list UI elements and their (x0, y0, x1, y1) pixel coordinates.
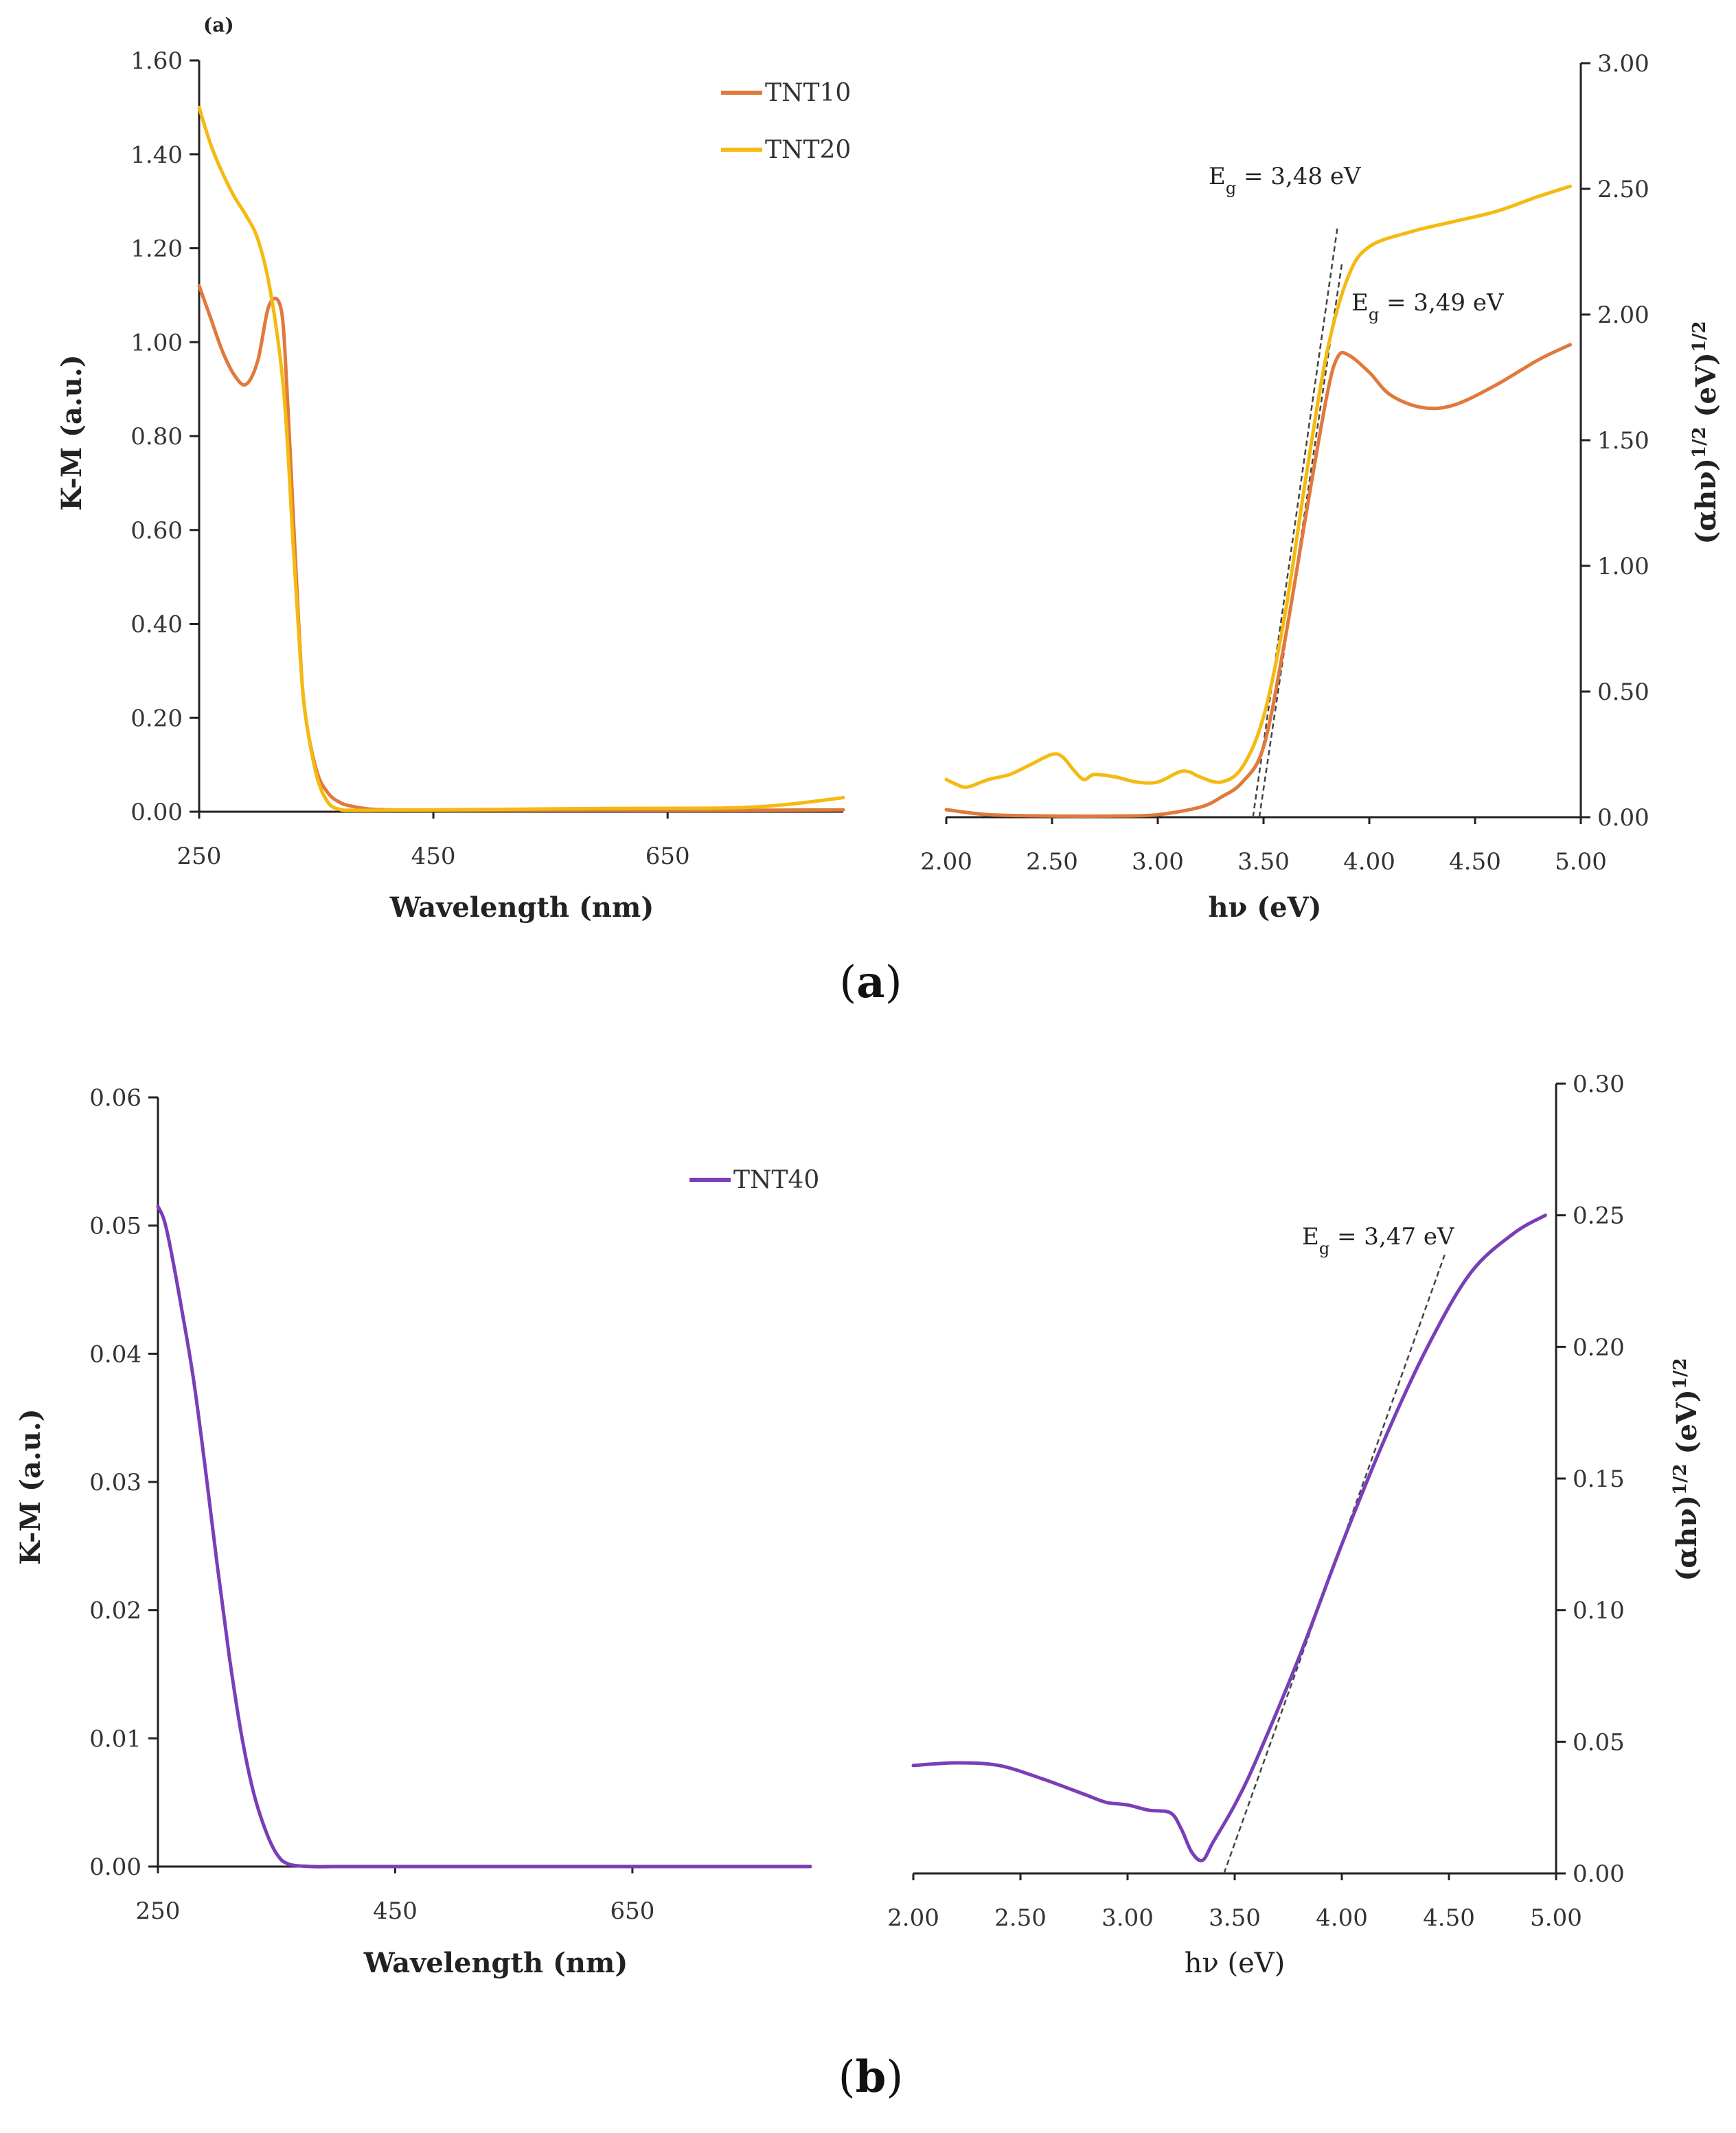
a-right-series-tnt10 (944, 343, 1573, 818)
a-left-ytick-label-7: 1.40 (130, 141, 183, 169)
b-right-xtick-label-5: 4.50 (1423, 1904, 1475, 1932)
chart-a-right-annotation-tnt10: Eg = 3,49 eV (1351, 289, 1505, 324)
chart-a-right-ylabel: (αhν)1/2 (eV)1/2 (1689, 321, 1722, 544)
legend-label-tnt20: TNT20 (765, 136, 851, 164)
b-right-ytick-label-4: 0.20 (1573, 1334, 1625, 1361)
b-right-xtick-label-4: 4.00 (1316, 1904, 1368, 1932)
b-right-fit-line-0 (1223, 1254, 1446, 1874)
chart-a-left: 0.00 0.20 0.40 0.60 0.80 1.00 1.20 1.40 1.60 250 4… (56, 47, 851, 924)
b-right-ytick-label-0: 0.00 (1573, 1860, 1625, 1888)
chart-a-left-xlabel: Wavelength (nm) (389, 891, 654, 924)
b-left-ytick-label-0: 0.00 (89, 1853, 141, 1881)
chart-b-left-ylabel: K-M (a.u.) (14, 1408, 47, 1564)
b-right-ytick-label-2: 0.10 (1573, 1597, 1625, 1625)
chart-a-right: 0.00 0.50 1.00 1.50 2.00 2.50 3.00 2.00 2.50 3.00… (920, 50, 1722, 924)
svg-text:(a): (a) (839, 957, 902, 1008)
a-left-ytick-label-2: 0.40 (130, 611, 183, 639)
chart-b-right-fit-lines (1223, 1254, 1446, 1874)
a-right-fit-line-0 (1252, 226, 1339, 818)
b-right-ytick-label-5: 0.25 (1573, 1202, 1625, 1230)
a-right-ytick-label-1: 0.50 (1597, 678, 1649, 706)
b-left-ytick-label-2: 0.02 (89, 1597, 141, 1625)
b-right-xtick-label-2: 3.00 (1101, 1904, 1154, 1932)
chart-b-left-legend: TNT40 (689, 1166, 819, 1194)
legend-label-tnt10: TNT10 (765, 79, 851, 107)
b-left-xtick-label-0: 250 (136, 1897, 181, 1925)
panel-a-small-label: (a) (203, 14, 234, 36)
chart-b-left-xlabel: Wavelength (nm) (363, 1947, 628, 1979)
a-left-ytick-label-8: 1.60 (130, 47, 183, 75)
chart-b-left-ticks: 0.00 0.01 0.02 0.03 0.04 0.05 0.06 250 450 650 (89, 1084, 810, 1925)
b-left-ytick-label-6: 0.06 (89, 1084, 141, 1112)
a-left-xtick-label-2: 650 (646, 843, 690, 870)
chart-b-right-xlabel: hν (eV) (1185, 1948, 1286, 1979)
chart-b-right-annotation-tnt40: Eg = 3,47 eV (1302, 1223, 1455, 1258)
b-left-series-tnt40 (156, 1205, 812, 1869)
a-left-xtick-label-0: 250 (177, 843, 222, 870)
chart-b-right-series (911, 1213, 1547, 1862)
b-left-ytick-label-5: 0.05 (89, 1213, 141, 1240)
b-right-xtick-label-6: 5.00 (1530, 1904, 1582, 1932)
b-left-xtick-label-2: 650 (610, 1897, 654, 1925)
chart-a-right-xlabel: hν (eV) (1208, 891, 1321, 924)
b-left-ytick-label-1: 0.01 (89, 1725, 141, 1753)
b-right-ytick-label-3: 0.15 (1573, 1465, 1625, 1493)
caption-a-letter: a (856, 957, 884, 1008)
b-right-xtick-label-3: 3.50 (1209, 1904, 1261, 1932)
a-right-series-tnt20 (944, 184, 1573, 789)
b-right-ytick-label-6: 0.30 (1573, 1071, 1625, 1098)
a-left-ytick-label-1: 0.20 (130, 705, 183, 732)
caption-b-letter: b (856, 2051, 887, 2103)
a-right-xtick-label-6: 5.00 (1555, 848, 1607, 876)
a-left-ytick-label-3: 0.60 (130, 517, 183, 545)
a-left-ytick-label-0: 0.00 (130, 799, 183, 826)
b-right-xtick-label-1: 2.50 (994, 1904, 1047, 1932)
legend-label-tnt40: TNT40 (733, 1166, 819, 1194)
a-right-ytick-label-2: 1.00 (1597, 553, 1649, 580)
chart-b-right-ticks: 0.00 0.05 0.10 0.15 0.20 0.25 0.30 2.00 2.50 3.00… (887, 1071, 1625, 1932)
svg-text:(b): (b) (838, 2051, 904, 2103)
a-right-xtick-label-2: 3.00 (1132, 848, 1184, 876)
b-left-ytick-label-3: 0.03 (89, 1469, 141, 1496)
a-right-xtick-label-4: 4.00 (1343, 848, 1395, 876)
a-left-series-tnt10 (197, 284, 845, 812)
chart-a-right-ticks: 0.00 0.50 1.00 1.50 2.00 2.50 3.00 2.00 2.50 3.00… (920, 50, 1649, 876)
a-left-series-tnt20 (197, 105, 845, 812)
a-right-xtick-label-5: 4.50 (1449, 848, 1501, 876)
chart-a-left-legend: TNT10 TNT20 (721, 79, 851, 164)
a-left-xtick-label-1: 450 (411, 843, 456, 870)
chart-b-right: 0.00 0.05 0.10 0.15 0.20 0.25 0.30 2.00 2.50 3.00… (887, 1071, 1703, 1979)
b-left-xtick-label-1: 450 (373, 1897, 418, 1925)
chart-b-right-ylabel: (αhν)1/2 (eV)1/2 (1670, 1358, 1703, 1581)
b-right-series-tnt40 (911, 1213, 1547, 1862)
a-right-ytick-label-0: 0.00 (1597, 804, 1649, 832)
a-right-ytick-label-6: 3.00 (1597, 50, 1649, 78)
a-right-xtick-label-1: 2.50 (1026, 848, 1078, 876)
a-right-ytick-label-4: 2.00 (1597, 301, 1649, 329)
chart-b-left: 0.00 0.01 0.02 0.03 0.04 0.05 0.06 250 450 650 Wa… (14, 1084, 819, 1979)
a-right-xtick-label-3: 3.50 (1237, 848, 1290, 876)
chart-b-left-series (156, 1205, 812, 1869)
chart-a-right-annotation-tnt20: Eg = 3,48 eV (1209, 163, 1362, 198)
a-right-xtick-label-0: 2.00 (920, 848, 972, 876)
chart-a-right-fit-lines (1252, 226, 1343, 818)
chart-a-left-ticks: 0.00 0.20 0.40 0.60 0.80 1.00 1.20 1.40 1.60 250 4… (130, 47, 843, 870)
caption-a: (a) (839, 957, 902, 1008)
a-left-ytick-label-4: 0.80 (130, 423, 183, 450)
a-left-ytick-label-5: 1.00 (130, 329, 183, 356)
chart-a-left-series (197, 105, 845, 812)
caption-b: (b) (838, 2051, 904, 2103)
a-right-ytick-label-3: 1.50 (1597, 427, 1649, 455)
b-right-ytick-label-1: 0.05 (1573, 1729, 1625, 1756)
b-right-xtick-label-0: 2.00 (887, 1904, 939, 1932)
chart-a-left-ylabel: K-M (a.u.) (56, 354, 88, 510)
a-left-ytick-label-6: 1.20 (130, 236, 183, 263)
b-left-ytick-label-4: 0.04 (89, 1341, 141, 1368)
a-right-ytick-label-5: 2.50 (1597, 176, 1649, 203)
chart-a-right-series (944, 184, 1573, 818)
